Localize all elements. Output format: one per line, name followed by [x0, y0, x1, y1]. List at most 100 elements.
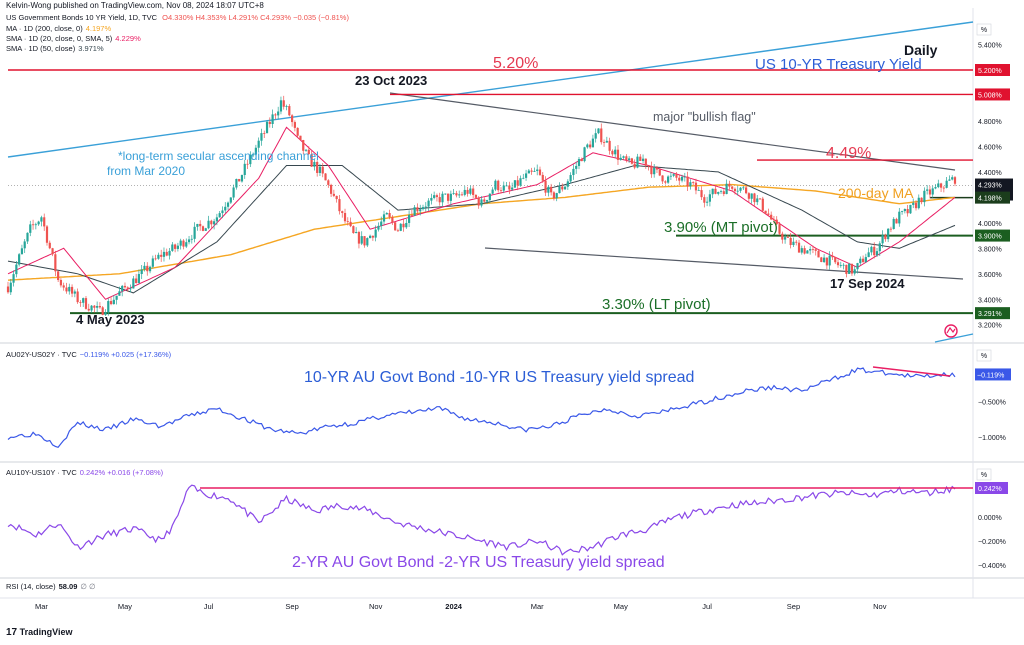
rsi-legend[interactable]: RSI (14, close) 58.09 ∅ ∅	[6, 582, 96, 591]
candle-body	[772, 219, 776, 221]
candle-body	[511, 187, 514, 190]
candle-body	[491, 189, 494, 194]
tradingview-logo[interactable]: 17 TradingView	[6, 627, 73, 638]
candle-body	[196, 223, 199, 227]
flag-upper-line	[389, 92, 956, 171]
candle-body	[419, 209, 422, 212]
candle-body	[661, 175, 664, 182]
candle-body	[355, 232, 358, 234]
symbol-label[interactable]: US Government Bonds 10 YR Yield, 1D, TVC	[6, 13, 158, 22]
candle-body	[285, 106, 288, 107]
candle-body	[360, 236, 363, 244]
candle-body	[148, 266, 152, 272]
x-tick-label: Nov	[873, 602, 887, 611]
x-tick-label: Jul	[702, 602, 712, 611]
sma20-legend[interactable]: SMA · 1D (20, close, 0, SMA, 5) 4.229%	[6, 34, 141, 43]
candle-body	[917, 197, 920, 209]
candle-body	[781, 233, 784, 240]
ma200-legend[interactable]: MA · 1D (200, close, 0) 4.197%	[6, 24, 112, 33]
annot-mt-pivot: 3.90% (MT pivot)	[664, 219, 778, 236]
candle-body	[814, 249, 817, 251]
candle-body	[62, 285, 65, 288]
candle-body	[313, 161, 316, 167]
candle-body	[533, 170, 536, 172]
price-tag-label: 3.900%	[978, 234, 1002, 241]
candle-body	[129, 288, 132, 290]
p2-last-tag	[975, 368, 1011, 381]
candle-body	[23, 241, 26, 249]
candle-body	[73, 291, 76, 294]
y-tick-label: 3.800%	[978, 246, 1002, 253]
spread-pane-purple	[7, 484, 973, 556]
candle-body	[605, 140, 608, 143]
candle-body	[405, 222, 408, 228]
candle-body	[143, 265, 146, 270]
candle-body	[502, 185, 505, 191]
candle-body	[725, 183, 728, 195]
candle-body	[388, 213, 391, 218]
price-tag-label: 5.008%	[978, 92, 1002, 99]
candle-body	[112, 299, 115, 305]
candle-body	[686, 176, 689, 187]
candle-body	[870, 246, 873, 253]
candle-body	[811, 249, 815, 250]
candle-body	[616, 149, 620, 160]
sma50-legend[interactable]: SMA · 1D (50, close) 3.971%	[6, 44, 104, 53]
candle-body	[396, 230, 400, 232]
tv-alert-icon[interactable]	[944, 324, 958, 338]
candle-body	[29, 224, 32, 233]
candle-body	[672, 174, 675, 176]
candle-body	[126, 287, 129, 289]
annot-lt-pivot: 3.30% (LT pivot)	[602, 296, 711, 313]
candle-body	[243, 163, 246, 176]
candle-body	[176, 245, 180, 249]
candle-body	[516, 180, 519, 186]
p3-legend[interactable]: AU10Y-US10Y · TVC 0.242% +0.016 (+7.08%)	[6, 468, 164, 477]
candle-body	[157, 254, 160, 259]
candle-body	[513, 180, 517, 188]
candle-body	[31, 224, 35, 226]
candle-body	[711, 188, 714, 195]
candle-body	[719, 191, 723, 193]
candle-body	[939, 183, 943, 188]
candle-body	[466, 189, 469, 194]
sma50-line	[7, 164, 956, 294]
price-tag	[975, 307, 1010, 320]
candle-body	[93, 305, 96, 308]
candle-body	[299, 135, 302, 141]
p2-legend[interactable]: AU02Y-US02Y · TVC −0.119% +0.025 (+17.36%…	[6, 350, 172, 359]
candle-body	[368, 235, 372, 239]
candle-body	[341, 211, 344, 213]
candle-body	[795, 241, 798, 243]
candle-body	[455, 193, 458, 196]
candle-body	[926, 189, 929, 191]
candle-body	[380, 221, 383, 226]
candle-body	[706, 201, 709, 203]
candle-body	[146, 265, 149, 272]
candle-body	[803, 248, 806, 254]
candle-body	[825, 257, 828, 266]
x-tick-label: Mar	[35, 602, 48, 611]
annot-17sep2024: 17 Sep 2024	[830, 276, 905, 291]
candle-body	[12, 274, 15, 283]
candle-body	[302, 140, 305, 151]
candle-body	[898, 211, 901, 224]
candle-body	[842, 264, 845, 266]
candle-body	[252, 154, 255, 156]
annot-channel-line1: *long-term secular ascending channel	[118, 149, 319, 163]
candle-body	[84, 298, 88, 309]
candle-body	[942, 187, 945, 189]
p3-y-tick: 0.000%	[978, 515, 1002, 522]
candle-body	[758, 198, 762, 200]
candle-body	[895, 218, 898, 224]
candle-body	[488, 193, 491, 201]
candle-body	[647, 165, 650, 167]
percent-toggle-icon	[976, 468, 992, 481]
candle-body	[948, 179, 951, 181]
candle-body	[18, 254, 21, 265]
candle-body	[678, 177, 681, 181]
ascending-channel-line	[7, 21, 974, 158]
candle-body	[602, 142, 606, 143]
candle-body	[274, 114, 277, 116]
